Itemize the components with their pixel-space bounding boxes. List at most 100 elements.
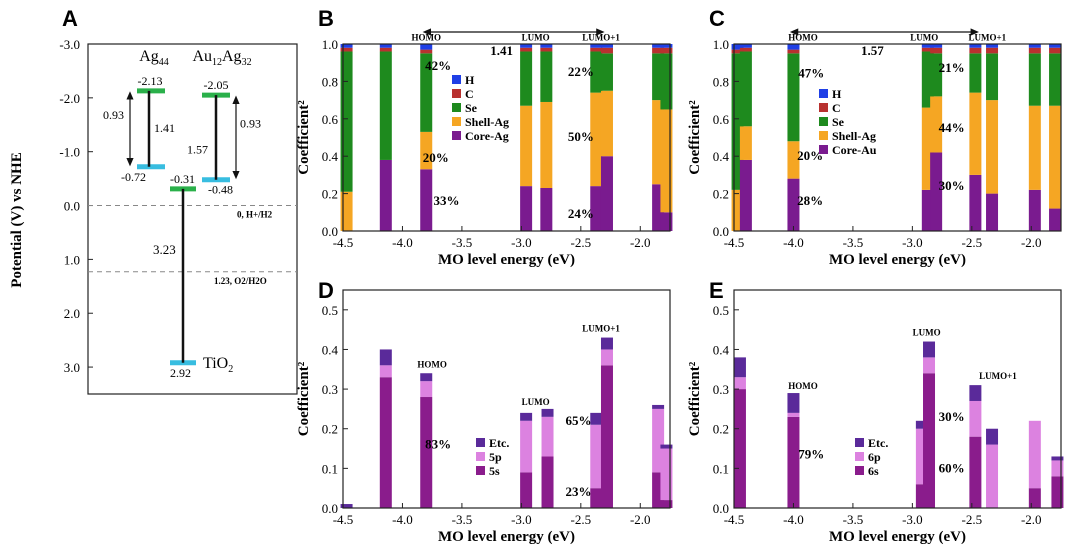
panel-letter-e: E [709,278,724,303]
bar-e-7-6s [1051,476,1064,508]
bar-c-5-shell-ag [969,92,982,175]
bar-b-0-h [340,44,353,48]
bar-d-2-5s [420,397,433,508]
bar-b-2-shell-ag [420,131,433,170]
bar-e-0-6s [733,389,746,508]
bar-d-7-etc- [652,404,665,409]
panel-a-ytick-label: -3.0 [59,37,80,52]
bar-d-0-etc- [340,504,353,508]
legend-swatch [819,117,828,126]
ytick-label: 0.5 [713,303,729,318]
bar-c-0-h [731,44,744,50]
panel-c-frame [733,43,1062,232]
bar-d-1-5s [379,377,392,508]
percent-label: 23% [565,484,591,499]
percent-label: 79% [798,446,824,461]
bar-b-8-c [660,47,673,54]
bar-e-4-6p [969,400,982,437]
bar-b-4-shell-ag [540,101,553,188]
panel-a-ytick-label: -1.0 [59,145,80,160]
ytick-label: 0.8 [322,74,338,89]
xtick-label: -3.5 [452,512,473,527]
legend-swatch [855,438,864,447]
bar-b-5-core-ag [590,186,603,231]
bar-b-2-se [420,53,433,132]
xlabel: MO level energy (eV) [829,252,966,268]
percent-label: 24% [568,206,594,221]
annotation-lumo1: LUMO+1 [582,32,620,42]
bar-d-8-5p [660,448,673,501]
ytick-label: 0.4 [322,342,339,357]
ylabel: Coefficient² [296,361,312,436]
bar-e-3-6p [923,357,936,374]
percent-label: 44% [939,120,965,135]
bar-b-6-c [600,47,613,54]
bar-b-0-se [340,51,353,192]
bar-b-1-h [379,44,392,48]
bar-c-1-core-au [739,159,752,231]
bar-c-7-c [1028,47,1041,54]
bar-c-2-core-au [787,178,800,231]
bar-b-8-core-ag [660,212,673,231]
bar-c-2-c [787,49,800,54]
bar-e-1-6s [787,416,800,508]
percent-label: 65% [565,413,591,428]
percent-label: 30% [939,409,965,424]
bar-d-6-5s [600,365,613,508]
bar-c-7-se [1028,53,1041,106]
bar-c-5-h [969,44,982,48]
panel-b-frame [342,43,671,232]
annotation-homo: HOMO [411,32,441,42]
ytick-label: 0.5 [322,303,338,318]
annotation-lumo1: LUMO+1 [979,371,1017,381]
ag44-span-label: 1.41 [154,121,175,135]
ytick-label: 0.6 [322,112,339,127]
bar-b-8-shell-ag [660,109,673,213]
ylabel: Coefficient² [687,361,703,436]
bar-b-4-h [540,44,553,48]
bar-e-0-etc- [733,357,746,378]
bar-e-4-etc- [969,385,982,401]
legend-entry: Se [832,115,845,129]
percent-label: 21% [939,60,965,75]
xtick-label: -2.0 [1021,235,1042,250]
bar-e-5-etc- [986,428,999,445]
percent-label: 50% [568,129,594,144]
panel-a-ytick-label: 3.0 [64,360,80,375]
legend-swatch [452,75,461,84]
bar-d-6-etc- [600,337,613,350]
au12ag32-lumo-label: -0.48 [208,183,233,197]
bar-e-0-6p [733,377,746,390]
legend-swatch [819,103,828,112]
legend-swatch [452,103,461,112]
bar-c-7-h [1028,44,1041,48]
percent-label: 22% [568,64,594,79]
tio2-vb-label: 2.92 [170,366,191,380]
legend-swatch [819,145,828,154]
ytick-label: 0.0 [713,501,729,516]
ytick-label: 0.1 [713,461,729,476]
bar-c-0-c [731,49,744,54]
bar-c-6-core-au [986,193,999,231]
xtick-label: -2.0 [1021,512,1042,527]
legend-swatch [855,466,864,475]
legend-swatch [855,452,864,461]
legend-swatch [819,131,828,140]
panel-a-ytick-label: 2.0 [64,306,80,321]
bar-b-3-se [520,51,533,106]
bar-b-4-core-ag [540,187,553,231]
legend-swatch [476,466,485,475]
annotation-lumo1: LUMO+1 [582,324,620,334]
xtick-label: -4.0 [783,512,804,527]
xtick-label: -3.5 [843,235,864,250]
ytick-label: 0.4 [322,149,339,164]
annotation-homo: HOMO [788,381,818,391]
bar-b-3-shell-ag [520,105,533,187]
xtick-label: -2.0 [630,235,651,250]
xtick-label: -2.5 [962,512,983,527]
legend-entry: Core-Au [832,143,877,157]
bar-d-1-etc- [379,349,392,366]
annotation-lumo: LUMO [522,397,550,407]
bar-d-3-5s [520,472,533,508]
reference-label-h2: 0, H+/H2 [237,210,273,220]
